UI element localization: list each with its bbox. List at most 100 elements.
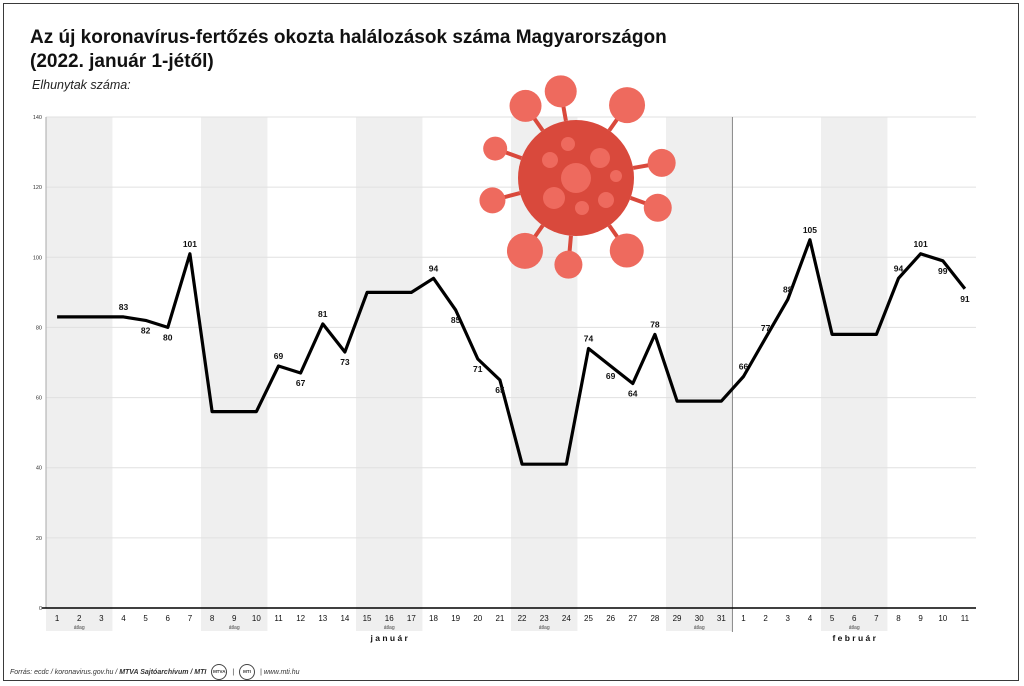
y-tick-label: 0 <box>39 606 42 612</box>
x-tick-label: 11 <box>274 614 283 623</box>
x-tick-label: 24 <box>562 614 571 623</box>
x-tick-label: 8 <box>896 614 901 623</box>
average-band-label: átlag <box>384 625 395 631</box>
virus-icon <box>479 75 676 279</box>
x-tick-label: 4 <box>808 614 813 623</box>
x-tick-label: 2 <box>77 614 82 623</box>
average-band-4 <box>666 117 733 608</box>
average-band-axis-5 <box>821 608 888 631</box>
x-tick-label: 12 <box>296 614 305 623</box>
data-label: 69 <box>274 351 284 361</box>
footer-source: Forrás: ecdc / koronavirus.gov.hu / <box>10 668 118 676</box>
x-tick-label: 21 <box>495 614 504 623</box>
data-label: 67 <box>296 378 306 388</box>
average-band-label: átlag <box>74 625 85 631</box>
x-tick-label: 7 <box>874 614 879 623</box>
data-label: 101 <box>183 239 197 249</box>
average-band-2 <box>356 117 423 608</box>
y-tick-label: 80 <box>36 325 42 331</box>
data-label: 66 <box>739 362 749 372</box>
data-label: 101 <box>914 239 928 249</box>
x-tick-label: 7 <box>188 614 193 623</box>
y-axis-label: Elhunytak száma: <box>32 78 131 92</box>
data-label: 65 <box>495 385 505 395</box>
x-tick-label: 18 <box>429 614 438 623</box>
title-line-1: Az új koronavírus-fertőzés okozta halálo… <box>30 27 667 48</box>
x-tick-label: 8 <box>210 614 215 623</box>
footer-agency: MTVA Sajtóarchívum / MTI <box>119 668 207 676</box>
average-band-label: átlag <box>694 625 705 631</box>
data-label: 69 <box>606 371 616 381</box>
x-tick-label: 19 <box>451 614 460 623</box>
data-label: 77 <box>761 323 771 333</box>
chart-title: Az új koronavírus-fertőzés okozta halálo… <box>30 26 667 74</box>
data-label: 71 <box>473 364 483 374</box>
x-tick-label: 16 <box>385 614 394 623</box>
data-label: 91 <box>960 294 970 304</box>
x-tick-label: 5 <box>830 614 835 623</box>
x-tick-label: 30 <box>695 614 704 623</box>
x-tick-label: 14 <box>340 614 349 623</box>
data-label: 94 <box>894 263 904 273</box>
x-tick-label: 26 <box>606 614 615 623</box>
y-tick-label: 60 <box>36 396 42 402</box>
x-tick-label: 10 <box>252 614 261 623</box>
footer: Forrás: ecdc / koronavirus.gov.hu / MTVA… <box>10 664 300 680</box>
x-tick-label: 1 <box>741 614 746 623</box>
chart-frame <box>3 3 1019 681</box>
x-tick-label: 28 <box>650 614 659 623</box>
average-band-5 <box>821 117 888 608</box>
x-tick-label: 15 <box>363 614 372 623</box>
average-band-axis-1 <box>201 608 268 631</box>
data-label: 80 <box>163 332 173 342</box>
series-line <box>57 238 967 466</box>
y-tick-label: 40 <box>36 466 42 472</box>
x-tick-label: 3 <box>99 614 104 623</box>
x-tick-label: 23 <box>540 614 549 623</box>
data-label: 64 <box>628 389 638 399</box>
y-tick-label: 100 <box>33 255 42 261</box>
data-label: 88 <box>783 284 793 294</box>
data-label: 99 <box>938 266 948 276</box>
y-tick-label: 140 <box>33 115 42 121</box>
average-band-axis-4 <box>666 608 733 631</box>
x-tick-label: 29 <box>673 614 682 623</box>
x-tick-label: 9 <box>918 614 923 623</box>
y-tick-label: 20 <box>36 536 42 542</box>
mtva-logo-icon: MTVA <box>211 664 228 680</box>
x-tick-label: 5 <box>143 614 148 623</box>
data-label: 105 <box>803 225 817 235</box>
month-label: f e b r u á r <box>832 633 876 643</box>
x-tick-label: 20 <box>473 614 482 623</box>
mti-logo-icon: MTI <box>239 664 255 680</box>
title-line-2: (2022. január 1-jétől) <box>30 51 214 72</box>
x-tick-label: 31 <box>717 614 726 623</box>
x-tick-label: 10 <box>938 614 947 623</box>
x-tick-label: 6 <box>852 614 857 623</box>
data-label: 82 <box>141 325 151 335</box>
data-label: 83 <box>119 302 129 312</box>
average-band-label: átlag <box>849 625 860 631</box>
x-tick-label: 17 <box>407 614 416 623</box>
month-label: j a n u á r <box>370 633 409 643</box>
x-tick-label: 6 <box>166 614 171 623</box>
average-band-axis-2 <box>356 608 423 631</box>
data-label: 94 <box>429 263 439 273</box>
x-tick-label: 1 <box>55 614 60 623</box>
data-label: 78 <box>650 319 660 329</box>
x-tick-label: 4 <box>121 614 126 623</box>
average-band-1 <box>201 117 268 608</box>
x-tick-label: 25 <box>584 614 593 623</box>
x-tick-label: 13 <box>318 614 327 623</box>
data-label: 74 <box>584 333 594 343</box>
average-band-label: átlag <box>229 625 240 631</box>
x-tick-label: 22 <box>518 614 527 623</box>
average-band-0 <box>46 117 113 608</box>
data-label: 81 <box>318 309 328 319</box>
average-band-axis-3 <box>511 608 578 631</box>
data-label: 85 <box>451 315 461 325</box>
x-tick-label: 11 <box>961 614 970 623</box>
average-band-axis-0 <box>46 608 113 631</box>
data-label: 73 <box>340 357 350 367</box>
